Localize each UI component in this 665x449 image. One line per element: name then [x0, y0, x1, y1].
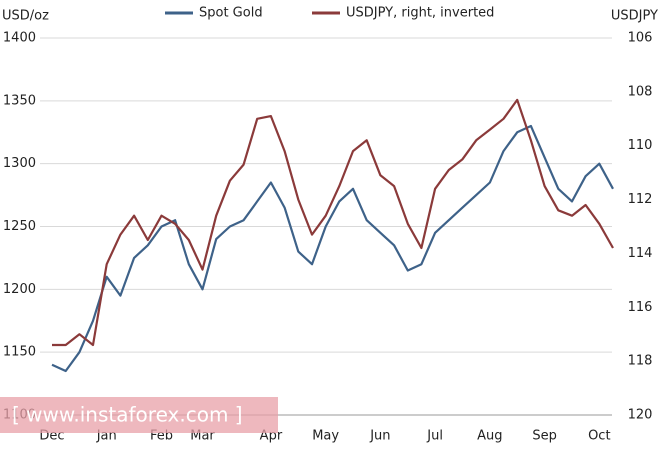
y-tick-label: 1300	[3, 156, 36, 171]
x-tick-label: Sep	[532, 429, 557, 444]
y2-tick-label: 106	[628, 31, 653, 46]
y2-tick-label: 114	[628, 246, 653, 261]
legend-label: USDJPY, right, inverted	[346, 6, 494, 21]
y2-tick-label: 110	[628, 138, 653, 153]
line-series	[51, 124, 614, 373]
y2-tick-label: 120	[628, 408, 653, 423]
x-tick-label: May	[312, 429, 339, 444]
y2-tick-label: 112	[628, 192, 653, 207]
x-tick-label: Jun	[369, 429, 390, 444]
watermark-bg	[0, 397, 278, 433]
y-tick-label: 1200	[3, 282, 36, 297]
x-tick-label: Jul	[426, 429, 443, 444]
watermark: [ www.instaforex.com ]	[12, 403, 243, 427]
y2-tick-label: 116	[628, 300, 653, 315]
y-tick-label: 1400	[3, 31, 36, 46]
y2-axis-label: USDJPY	[611, 9, 658, 24]
y-axis-label: USD/oz	[2, 9, 49, 24]
y-tick-label: 1150	[3, 345, 36, 360]
y-tick-label: 1350	[3, 93, 36, 108]
y-tick-label: 1250	[3, 219, 36, 234]
line-series	[52, 98, 614, 347]
legend-label: Spot Gold	[199, 6, 263, 21]
y2-tick-label: 118	[628, 354, 653, 369]
x-tick-label: Aug	[477, 429, 502, 444]
x-tick-label: Oct	[588, 429, 610, 444]
y2-tick-label: 108	[628, 84, 653, 99]
